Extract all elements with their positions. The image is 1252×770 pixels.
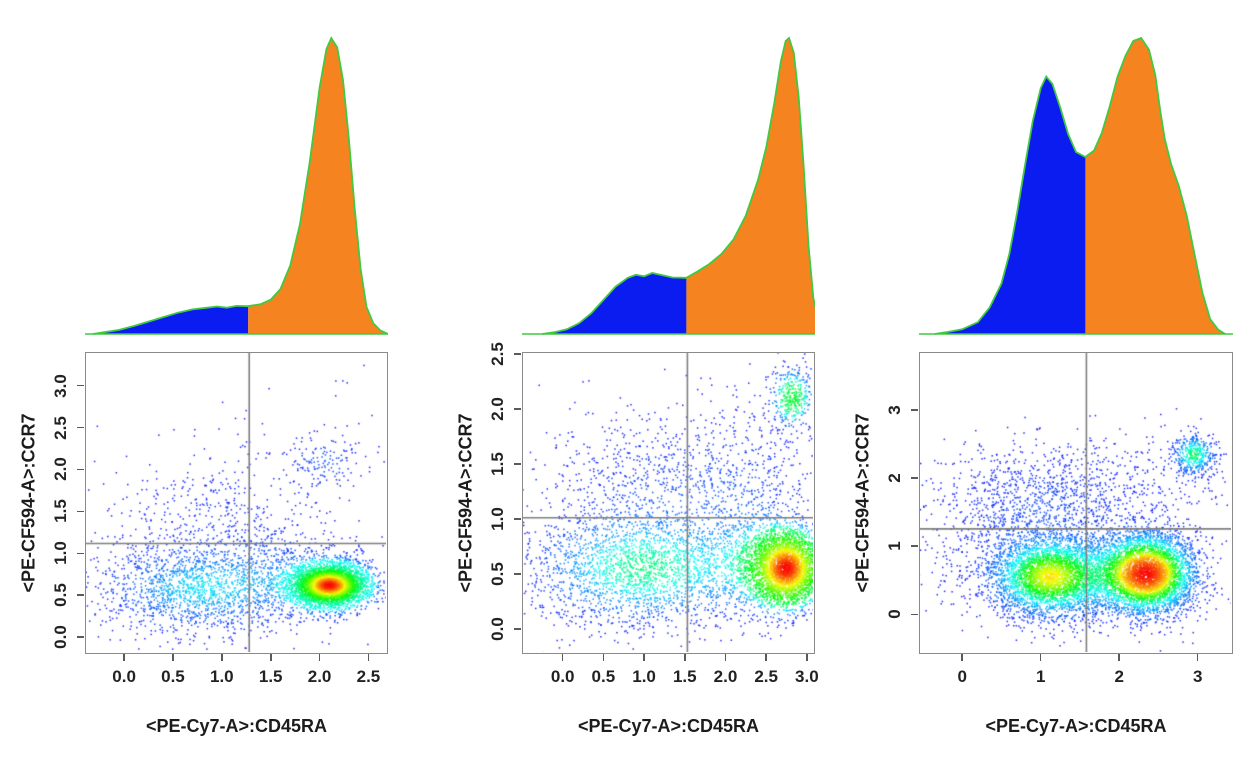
- y-tick-mark: [77, 636, 84, 639]
- x-axis-title-middle: <PE-Cy7-A>:CD45RA: [577, 716, 760, 736]
- y-tick-mark: [77, 594, 84, 597]
- x-tick-label: 1: [1035, 667, 1046, 686]
- y-tick-mark: [514, 627, 521, 630]
- x-axis-title-right: <PE-Cy7-A>:CD45RA: [985, 716, 1167, 736]
- y-tick-mark: [77, 552, 84, 555]
- y-tick-label: 2.0: [488, 397, 507, 421]
- y-tick-label: 2.5: [488, 342, 507, 367]
- y-tick-mark: [514, 518, 521, 520]
- y-tick-label: 1: [885, 541, 904, 552]
- x-tick-label: 0.5: [161, 667, 185, 686]
- y-tick-mark: [77, 384, 84, 387]
- density-plot-right: [919, 36, 1233, 335]
- x-tick-label: 2.5: [356, 667, 381, 686]
- x-tick-mark: [221, 654, 223, 661]
- x-tick-mark: [172, 654, 174, 661]
- x-tick-mark: [602, 654, 605, 661]
- y-tick-mark: [911, 545, 918, 548]
- x-axis-title-left: <PE-Cy7-A>:CD45RA: [145, 716, 328, 736]
- y-tick-mark: [514, 573, 521, 575]
- x-tick-mark: [643, 654, 645, 661]
- x-tick-label: 0.0: [112, 667, 136, 686]
- x-tick-label: 1.0: [210, 667, 234, 686]
- x-tick-mark: [724, 654, 727, 661]
- density-outline: [934, 36, 1226, 335]
- x-tick-label: 2.0: [713, 667, 738, 686]
- y-tick-mark: [911, 613, 918, 616]
- x-tick-mark: [561, 654, 564, 661]
- y-tick-mark: [77, 468, 84, 471]
- scatter-plot-right: [919, 352, 1233, 654]
- density-plot-middle: [522, 36, 815, 335]
- y-tick-label: 0.0: [488, 616, 507, 641]
- x-tick-label: 2.0: [307, 667, 332, 686]
- y-tick-label: 1.5: [51, 499, 70, 524]
- density-outline: [542, 36, 815, 335]
- scatter-canvas-middle: [523, 353, 813, 652]
- y-tick-label: 1.5: [488, 452, 507, 476]
- x-tick-mark: [318, 654, 321, 661]
- y-axis-title-middle: <PE-CF594-A>:CCR7: [455, 413, 476, 593]
- x-tick-mark: [961, 654, 963, 661]
- x-tick-mark: [123, 654, 125, 661]
- y-tick-mark: [911, 477, 918, 479]
- density-area-orange: [1085, 38, 1226, 334]
- x-tick-label: 0: [957, 667, 967, 686]
- y-tick-label: 3: [885, 405, 904, 415]
- y-tick-mark: [514, 463, 521, 465]
- density-outline: [92, 36, 388, 335]
- x-tick-label: 0.0: [550, 667, 575, 686]
- density-plot-left: [85, 36, 388, 335]
- x-tick-label: 1.5: [258, 667, 283, 686]
- y-tick-label: 0.0: [51, 625, 70, 650]
- scatter-plot-left: [85, 352, 388, 654]
- y-tick-label: 2.0: [51, 457, 70, 482]
- x-tick-mark: [367, 654, 370, 661]
- x-tick-label: 3: [1192, 667, 1203, 686]
- y-axis-title-right: <PE-CF594-A>:CCR7: [852, 413, 873, 593]
- x-tick-mark: [1118, 654, 1120, 661]
- density-area-orange: [248, 38, 388, 334]
- y-tick-mark: [911, 409, 918, 411]
- y-tick-mark: [514, 408, 521, 410]
- scatter-canvas-left: [86, 353, 386, 652]
- x-tick-mark: [806, 654, 808, 661]
- x-tick-mark: [269, 654, 272, 661]
- x-tick-label: 0.5: [591, 667, 616, 686]
- x-tick-mark: [1196, 654, 1199, 661]
- y-tick-label: 0.5: [488, 562, 507, 586]
- y-tick-mark: [514, 353, 521, 355]
- y-tick-label: 2: [885, 473, 904, 483]
- x-tick-label: 3.0: [795, 667, 819, 686]
- y-tick-label: 2.5: [51, 415, 70, 440]
- y-tick-label: 1.0: [51, 541, 70, 566]
- x-tick-label: 1.0: [632, 667, 656, 686]
- x-tick-mark: [1039, 654, 1042, 661]
- x-tick-label: 2.5: [754, 667, 778, 686]
- density-area-orange: [686, 38, 815, 334]
- y-tick-label: 1.0: [488, 507, 507, 531]
- x-tick-mark: [765, 654, 767, 661]
- y-tick-label: 0: [885, 609, 904, 620]
- y-tick-mark: [77, 426, 84, 429]
- y-axis-title-left: <PE-CF594-A>:CCR7: [18, 413, 39, 593]
- x-tick-label: 2: [1114, 667, 1124, 686]
- x-tick-mark: [683, 654, 686, 661]
- scatter-canvas-right: [920, 353, 1231, 652]
- y-tick-mark: [77, 510, 84, 513]
- scatter-plot-middle: [522, 352, 815, 654]
- y-tick-label: 0.5: [51, 583, 70, 608]
- y-tick-label: 3.0: [51, 373, 70, 398]
- density-area-blue: [934, 76, 1086, 334]
- x-tick-label: 1.5: [672, 667, 697, 686]
- density-area-blue: [542, 273, 687, 334]
